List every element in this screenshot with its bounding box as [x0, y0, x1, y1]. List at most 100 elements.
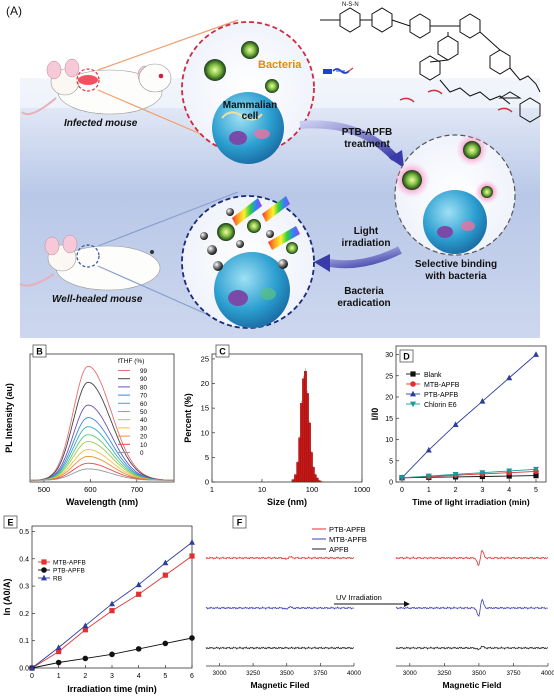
- y-tick-label: 0.5: [19, 529, 29, 536]
- data-point: [55, 644, 62, 650]
- x-tick-label: 0: [30, 673, 34, 680]
- data-point: [82, 655, 89, 662]
- data-point: [82, 627, 88, 633]
- epr-spectrum: [205, 646, 355, 650]
- data-point: [56, 649, 62, 655]
- data-point: [506, 473, 512, 479]
- x-tick-label: 3500: [280, 670, 295, 677]
- svg-text:N-S-N: N-S-N: [342, 2, 359, 8]
- infected-mouse: [21, 58, 172, 116]
- legend-label: RB: [53, 576, 62, 583]
- x-axis-label: Magnetic Field: [442, 680, 501, 690]
- cell-label: Mammalian cell: [222, 100, 278, 122]
- x-tick-label: 3750: [506, 670, 521, 677]
- y-tick-label: 25: [385, 373, 393, 380]
- spectrum-line: [29, 404, 174, 481]
- y-axis-label: I/I0: [370, 408, 380, 421]
- spectrum-line: [30, 381, 174, 481]
- data-point: [452, 421, 459, 428]
- legend-marker: [41, 559, 47, 565]
- series-line: [401, 354, 537, 479]
- legend-label: 99: [140, 368, 148, 375]
- treatment-label: PTB-APFB treatment: [341, 127, 393, 150]
- y-tick-label: 0.2: [19, 611, 29, 618]
- plot-frame: [211, 353, 363, 483]
- data-point: [136, 591, 142, 597]
- legend-label: 40: [140, 417, 148, 424]
- data-point: [109, 608, 115, 614]
- epr-spectrum: [205, 606, 354, 610]
- legend-label: PTB-APFB: [424, 392, 459, 399]
- x-tick-label: 600: [84, 485, 97, 494]
- data-point: [452, 471, 459, 478]
- plot-frame: [395, 345, 547, 483]
- x-tick-label: 1000: [354, 485, 370, 494]
- x-tick-label: 3250: [437, 670, 452, 677]
- legend-label: Blank: [424, 372, 442, 379]
- legend-label: PTB-APFB: [53, 568, 85, 575]
- x-tick-label: 500: [38, 485, 51, 494]
- x-tick-label: 10: [258, 485, 266, 494]
- data-point: [135, 646, 142, 652]
- panel-tag-box: [215, 344, 230, 358]
- legend-label: PTB-APFB: [329, 525, 366, 534]
- data-point: [82, 622, 89, 629]
- x-tick-label: 5: [534, 487, 538, 494]
- panel-f-chart: F 3000 3250 3500 3750 4000 Magnetic Filed 3000 3…: [205, 515, 554, 690]
- y-tick-label: 15: [385, 416, 393, 423]
- panel-tag-box: [232, 515, 247, 529]
- x-tick-label: 100: [306, 485, 319, 494]
- x-axis-label: Magnetic Filed: [250, 680, 309, 690]
- healed-mouse: [19, 234, 161, 291]
- y-tick-label: 20: [201, 379, 209, 388]
- x-axis-label: Irradiation time (min): [67, 684, 157, 694]
- y-tick-label: 30: [385, 352, 393, 359]
- x-tick-label: 3750: [313, 670, 328, 677]
- data-point: [29, 664, 35, 671]
- legend-label: APFB: [329, 545, 349, 554]
- epr-spectrum: [395, 598, 548, 617]
- y-tick-label: 0.1: [19, 638, 29, 645]
- epr-spectrum: [205, 555, 355, 560]
- x-tick-label: 3000: [403, 670, 418, 677]
- data-point: [533, 351, 539, 357]
- x-tick-label: 0: [400, 487, 404, 494]
- x-tick-label: 6: [190, 673, 194, 680]
- x-tick-label: 1: [57, 673, 61, 680]
- legend-label: 60: [140, 401, 148, 408]
- data-point: [162, 559, 169, 566]
- y-axis-label: PL Intensity (au): [4, 383, 14, 453]
- data-point: [533, 473, 539, 479]
- x-tick-label: 3000: [212, 670, 227, 677]
- epr-spectrum: [395, 645, 549, 651]
- plot-frame: [31, 525, 193, 669]
- x-tick-label: 3: [480, 487, 484, 494]
- legend-marker: [410, 401, 416, 408]
- histogram-bar: [291, 479, 295, 483]
- panel-c-chart: C 1 10 100 1000 0 5 10 15 20 25 Size (nm) Percent (%…: [183, 344, 370, 507]
- healed-mouse-label: Well-healed mouse: [52, 294, 143, 305]
- data-point: [55, 659, 62, 666]
- light-label: Light irradiation: [341, 226, 391, 249]
- y-tick-label: 20: [385, 395, 393, 402]
- data-point: [399, 475, 405, 481]
- x-tick-label: 4000: [347, 670, 362, 677]
- legend-label: 0: [140, 450, 144, 457]
- y-axis-label: Percent (%): [183, 393, 193, 443]
- series-line: [401, 468, 537, 479]
- data-point: [109, 651, 115, 658]
- data-point: [479, 470, 486, 476]
- legend-label: 20: [140, 434, 148, 441]
- y-tick-label: 0: [389, 480, 393, 487]
- spectrum-line: [30, 468, 174, 481]
- data-point: [506, 374, 513, 381]
- legend-marker: [410, 371, 416, 377]
- y-tick-label: 5: [389, 458, 393, 465]
- x-axis-label: Wavelength (nm): [66, 497, 138, 507]
- data-point: [109, 600, 115, 607]
- x-tick-label: 1: [210, 485, 214, 494]
- legend-label: MTB-APFB: [53, 560, 86, 567]
- legend-label: Chlorin E6: [424, 402, 457, 409]
- x-tick-label: 4: [137, 673, 141, 680]
